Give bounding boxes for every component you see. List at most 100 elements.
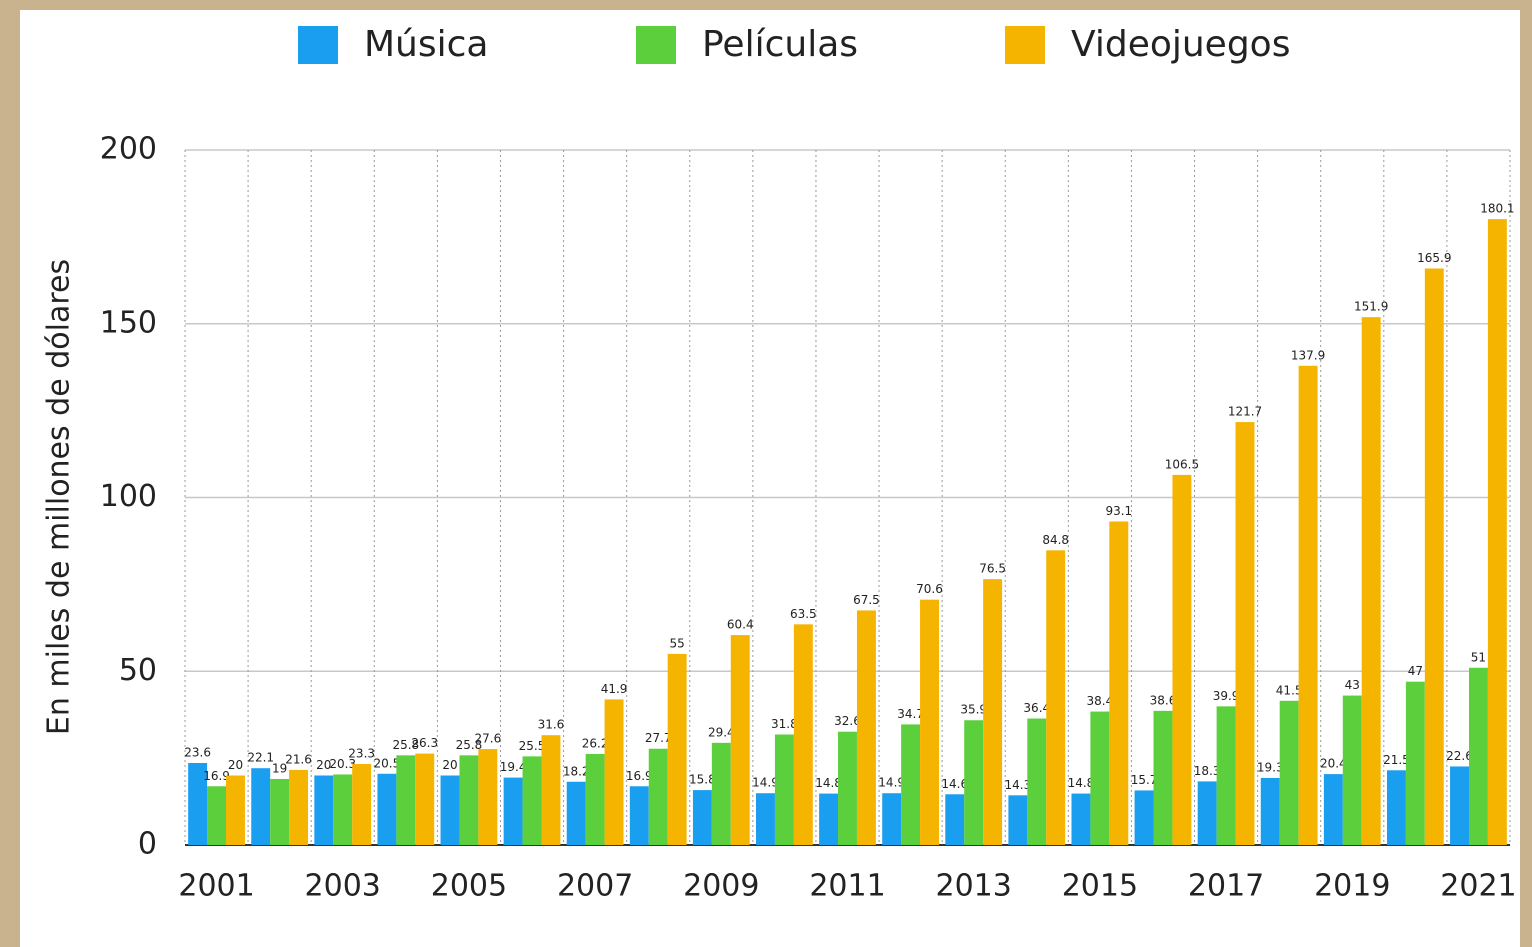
value-label: 151.9 (1354, 300, 1388, 314)
bar (1323, 774, 1343, 845)
bar (415, 753, 435, 845)
value-label: 22.6 (1446, 749, 1473, 763)
bar (793, 624, 813, 845)
bar (1405, 681, 1425, 845)
bar (459, 755, 479, 845)
x-tick-label: 2005 (431, 869, 507, 904)
value-label: 14.3 (1004, 778, 1031, 792)
bar (1342, 695, 1362, 845)
value-label: 14.8 (815, 776, 842, 790)
bar (522, 756, 542, 845)
value-label: 32.6 (834, 714, 861, 728)
bar (920, 599, 939, 845)
bar (730, 635, 750, 845)
value-label: 20.3 (329, 757, 356, 771)
bar (1279, 700, 1299, 845)
bar (541, 735, 561, 845)
value-label: 36.4 (1023, 701, 1050, 715)
y-tick-label: 200 (100, 132, 157, 167)
value-label: 14.8 (1068, 776, 1095, 790)
value-label: 70.6 (916, 582, 943, 596)
bar (1424, 268, 1444, 845)
bar (1134, 790, 1154, 845)
bar (1450, 766, 1469, 845)
bar (1468, 667, 1488, 845)
bar (1109, 521, 1129, 845)
value-label: 47 (1408, 664, 1423, 678)
y-tick-label: 150 (100, 305, 157, 340)
value-label: 19 (272, 761, 287, 775)
value-label: 25.8 (392, 738, 419, 752)
bar (756, 793, 775, 845)
bar (901, 724, 921, 845)
value-label: 16.9 (626, 769, 653, 783)
bar (983, 579, 1003, 845)
x-tick-label: 2003 (305, 869, 381, 904)
value-label: 21.5 (1383, 753, 1410, 767)
legend-swatch (298, 26, 338, 64)
bar (270, 778, 290, 845)
bar (1046, 550, 1066, 845)
value-label: 84.8 (1042, 533, 1069, 547)
value-label: 41.9 (601, 682, 628, 696)
x-tick-label: 2001 (178, 869, 254, 904)
bar (1235, 422, 1255, 845)
value-label: 55 (670, 636, 685, 650)
value-label: 22.1 (247, 751, 274, 765)
value-label: 15.8 (689, 773, 716, 787)
value-label: 137.9 (1291, 348, 1325, 362)
value-label: 23.3 (348, 747, 375, 761)
x-tick-label: 2009 (683, 869, 759, 904)
value-label: 60.4 (727, 618, 754, 632)
value-label: 20 (228, 758, 243, 772)
bar (692, 790, 712, 845)
bar (440, 775, 460, 845)
value-label: 18.2 (563, 764, 590, 778)
bar (188, 762, 208, 845)
value-label: 16.9 (203, 769, 230, 783)
value-label: 31.6 (538, 718, 565, 732)
value-label: 25.5 (519, 739, 546, 753)
value-label: 29.4 (708, 725, 735, 739)
value-label: 67.5 (853, 593, 880, 607)
x-tick-label: 2007 (557, 869, 633, 904)
bar (352, 764, 372, 845)
bar (667, 653, 687, 845)
value-label: 26.3 (411, 736, 438, 750)
bar (566, 781, 586, 845)
value-label: 165.9 (1417, 251, 1451, 265)
value-label: 14.9 (752, 776, 779, 790)
value-label: 20 (442, 758, 457, 772)
value-label: 18.3 (1194, 764, 1221, 778)
x-tick-label: 2015 (1062, 869, 1138, 904)
value-label: 93.1 (1105, 504, 1132, 518)
bar (333, 774, 353, 845)
y-tick-label: 50 (119, 653, 157, 688)
bar (1172, 474, 1192, 845)
bar (838, 731, 857, 845)
value-label: 14.9 (878, 776, 905, 790)
value-label: 25.8 (456, 738, 483, 752)
bar (1487, 219, 1507, 846)
value-label: 121.7 (1228, 405, 1262, 419)
bar (289, 769, 309, 845)
value-label: 180.1 (1480, 202, 1514, 216)
bar (604, 699, 624, 845)
value-label: 63.5 (790, 607, 817, 621)
bar (774, 734, 794, 845)
bar (377, 773, 397, 845)
value-label: 31.8 (771, 717, 798, 731)
bar (226, 775, 245, 845)
bar (585, 753, 605, 845)
bar (964, 720, 984, 845)
bar (1260, 777, 1280, 845)
bar (1008, 795, 1028, 845)
bar (478, 749, 498, 845)
value-label: 38.6 (1150, 693, 1177, 707)
value-label: 23.6 (184, 745, 211, 759)
y-tick-label: 100 (100, 479, 157, 514)
value-label: 20.5 (374, 756, 401, 770)
value-label: 35.9 (960, 703, 987, 717)
